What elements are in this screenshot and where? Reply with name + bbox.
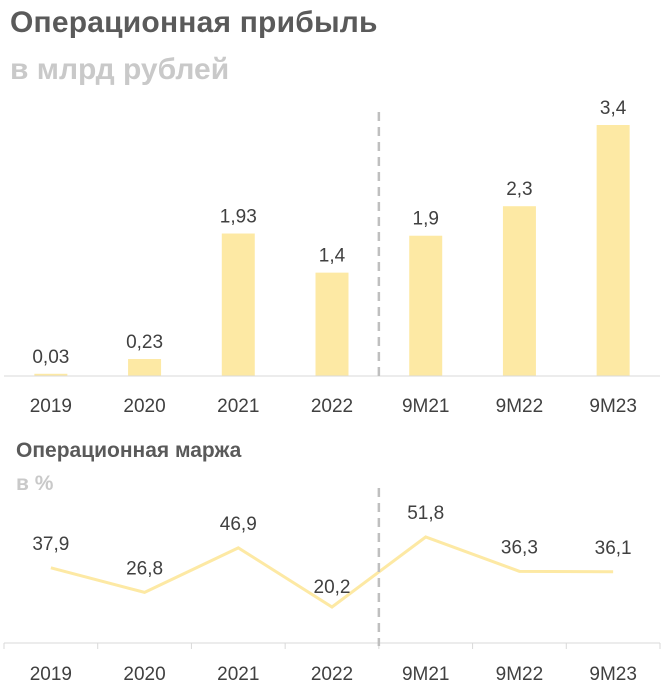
x-tick-label: 2022	[311, 664, 353, 685]
x-tick-label: 2020	[123, 664, 165, 685]
margin-data-label: 20,2	[314, 577, 351, 598]
bar-data-label: 1,4	[319, 246, 346, 267]
x-tick-label: 9M21	[402, 664, 450, 685]
bar-data-label: 1,9	[413, 209, 439, 230]
operating-profit-bar-chart: 0,03 2019 0,23 2020 1,93 2021 1,4 2022 1,9 9M21 2,…	[4, 98, 660, 417]
bar-9M21	[409, 235, 443, 376]
margin-series-line	[50, 535, 614, 609]
bar-2022	[315, 272, 349, 376]
margin-data-label: 36,1	[595, 538, 632, 559]
margin-data-label: 46,9	[220, 514, 257, 535]
chart-title: Операционная прибыль	[10, 6, 378, 39]
bar-2021	[221, 233, 255, 376]
x-tick-label: 2019	[30, 664, 72, 685]
bar-data-label: 0,23	[126, 332, 163, 353]
bar-data-label: 3,4	[600, 98, 627, 119]
margin-chart-title: Операционная маржа	[16, 439, 242, 462]
margin-data-label: 36,3	[501, 537, 538, 558]
bar-9M22	[502, 206, 536, 376]
x-tick-label: 2021	[217, 664, 259, 685]
bar-data-label: 1,93	[220, 207, 257, 228]
x-tick-label: 2021	[217, 396, 259, 417]
bar-9M23	[596, 125, 630, 376]
chart-subtitle: в млрд рублей	[10, 53, 230, 86]
margin-data-label: 37,9	[32, 534, 69, 555]
margin-data-label: 26,8	[126, 558, 163, 579]
operating-margin-line-chart: 37,9 2019 26,8 2020 46,9 2021 20,2 2022 51,8 9M21…	[3, 488, 661, 685]
x-tick-label: 9M22	[496, 396, 544, 417]
x-tick-label: 2022	[311, 396, 353, 417]
bar-2019	[34, 373, 68, 376]
x-tick-label: 9M23	[589, 396, 637, 417]
bar-data-label: 2,3	[506, 179, 532, 200]
bar-data-label: 0,03	[32, 347, 69, 368]
margin-data-label: 51,8	[407, 503, 444, 524]
x-tick-label: 9M22	[496, 664, 544, 685]
x-tick-label: 2019	[30, 396, 72, 417]
x-tick-label: 9M23	[589, 664, 637, 685]
margin-chart-subtitle: в %	[16, 472, 54, 495]
x-tick-label: 2020	[123, 396, 165, 417]
bar-2020	[128, 359, 162, 376]
x-tick-label: 9M21	[402, 396, 450, 417]
